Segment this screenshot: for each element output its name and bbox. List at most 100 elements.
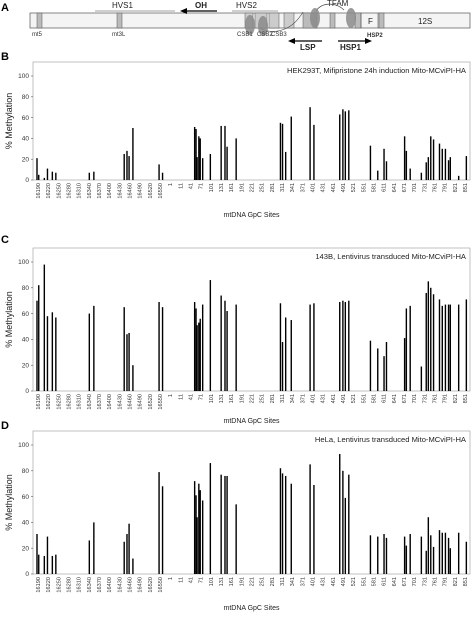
x-tick-label: 221 xyxy=(250,394,256,403)
x-tick-label: 191 xyxy=(239,394,245,403)
bar xyxy=(158,472,160,574)
bar xyxy=(425,162,427,180)
bar xyxy=(196,157,198,180)
x-tick-label: 851 xyxy=(463,183,469,192)
x-tick-label: 611 xyxy=(382,577,388,586)
y-tick-label: 60 xyxy=(22,115,30,122)
bar xyxy=(447,160,450,180)
tfam-blob-4 xyxy=(346,8,356,28)
x-tick-label: 16520 xyxy=(148,577,154,593)
x-tick-label: 16190 xyxy=(36,183,42,199)
x-axis-title: mtDNA GpC Sites xyxy=(223,418,280,425)
x-tick-label: 461 xyxy=(331,394,337,403)
x-tick-label: 821 xyxy=(453,577,459,586)
y-tick-label: 20 xyxy=(22,156,30,163)
bar xyxy=(309,304,311,391)
bar xyxy=(465,541,468,574)
x-tick-label: 16550 xyxy=(158,183,164,199)
bar xyxy=(88,172,91,180)
x-tick-label: 16220 xyxy=(46,183,52,199)
bar xyxy=(123,154,125,180)
bar xyxy=(161,307,164,391)
x-tick-label: 161 xyxy=(229,183,235,192)
x-tick-label: 431 xyxy=(321,183,327,192)
x-tick-label: 701 xyxy=(412,394,418,403)
bar xyxy=(123,307,125,391)
x-tick-label: 16250 xyxy=(56,183,62,199)
x-tick-label: 281 xyxy=(270,183,276,192)
bar xyxy=(199,490,201,574)
x-tick-label: 16340 xyxy=(87,394,93,410)
x-tick-label: 16400 xyxy=(107,183,113,199)
bar xyxy=(46,316,49,391)
bar xyxy=(430,136,432,180)
bar xyxy=(209,280,212,391)
y-axis-title: % Methylation xyxy=(4,474,14,531)
bar xyxy=(290,483,292,574)
bar xyxy=(235,304,237,391)
x-tick-label: 311 xyxy=(280,577,286,586)
x-tick-label: 251 xyxy=(260,577,266,586)
bar xyxy=(342,470,344,574)
bar xyxy=(420,536,423,574)
bar xyxy=(43,177,46,180)
bar xyxy=(383,356,385,391)
x-tick-label: 16370 xyxy=(97,183,103,199)
bar xyxy=(290,320,292,391)
lsp-arrowhead xyxy=(288,38,295,44)
bar xyxy=(195,308,197,391)
bar xyxy=(457,304,460,391)
label-hvs1: HVS1 xyxy=(112,1,133,10)
chart-panel-c: C 143B, Lentivirus transduced Mito-MCviPI… xyxy=(1,234,471,425)
x-axis-title: mtDNA GpC Sites xyxy=(223,212,280,219)
y-tick-label: 80 xyxy=(22,94,30,101)
bar xyxy=(284,151,287,180)
bar xyxy=(409,168,411,180)
x-tick-label: 371 xyxy=(300,577,306,586)
bar xyxy=(126,334,128,391)
x-tick-label: 16520 xyxy=(148,183,154,199)
bar xyxy=(405,545,408,574)
bar xyxy=(284,317,287,391)
x-tick-label: 16460 xyxy=(128,183,134,199)
x-tick-label: 16250 xyxy=(56,394,62,410)
bar xyxy=(425,292,427,391)
bar xyxy=(193,301,196,391)
bar xyxy=(88,313,91,391)
x-tick-label: 431 xyxy=(321,577,327,586)
bar xyxy=(403,338,406,391)
y-tick-label: 100 xyxy=(18,259,29,266)
label-f: F xyxy=(368,17,373,26)
control-block xyxy=(283,12,295,29)
bar xyxy=(201,500,204,574)
bar xyxy=(348,110,350,180)
bar xyxy=(339,301,341,391)
bar xyxy=(441,148,443,180)
bar xyxy=(430,535,432,574)
bar xyxy=(342,300,344,391)
x-tick-label: 16310 xyxy=(77,183,83,199)
bar xyxy=(348,474,350,574)
mt5-block xyxy=(36,12,43,29)
label-lsp: LSP xyxy=(300,43,316,52)
bar xyxy=(38,554,40,574)
x-tick-label: 41 xyxy=(189,183,195,189)
bar xyxy=(444,532,447,574)
bar xyxy=(309,107,311,180)
bar xyxy=(430,287,432,391)
x-tick-label: 371 xyxy=(300,394,306,403)
bar xyxy=(441,532,443,574)
x-tick-label: 101 xyxy=(209,183,215,192)
bar xyxy=(55,172,57,180)
x-tick-label: 581 xyxy=(372,577,378,586)
y-tick-label: 100 xyxy=(18,73,29,80)
bar xyxy=(161,486,164,574)
bar xyxy=(449,157,452,180)
bar xyxy=(348,300,350,391)
y-tick-label: 100 xyxy=(18,442,29,449)
panel-letter-d: D xyxy=(1,420,9,432)
bar xyxy=(224,300,226,391)
label-csb2: CSB2 xyxy=(257,32,273,38)
